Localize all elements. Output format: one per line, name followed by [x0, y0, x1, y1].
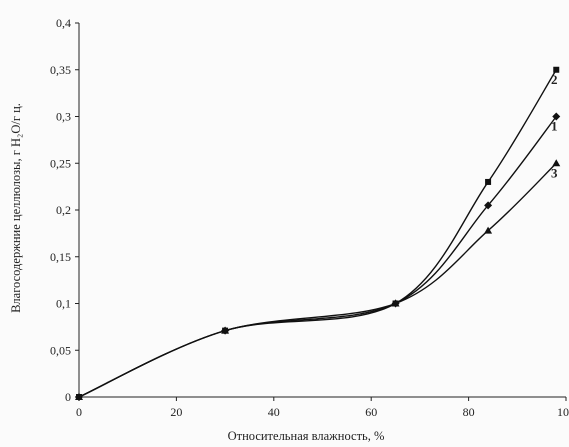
y-tick-label: 0,4 [56, 16, 71, 30]
y-tick-label: 0,15 [50, 250, 71, 264]
x-tick-label: 100 [557, 405, 569, 419]
series-3: 3 [75, 159, 561, 400]
y-tick-label: 0 [65, 390, 71, 404]
data-point-square [485, 178, 492, 185]
x-axis-title: Относительная влажность, % [228, 429, 385, 443]
x-tick-label: 0 [76, 405, 82, 419]
y-tick-label: 0,3 [56, 110, 71, 124]
x-tick-label: 40 [268, 405, 280, 419]
y-ticks: 0 0,05 0,1 0,15 0,2 0,25 0,3 0,35 0,4 [50, 16, 79, 404]
x-tick-label: 80 [463, 405, 475, 419]
data-point-diamond [552, 112, 561, 121]
series-label: 2 [551, 72, 558, 87]
x-ticks: 0 20 40 60 80 100 [76, 397, 569, 419]
series-layer: 2 1 3 [75, 66, 561, 401]
x-axis: 0 20 40 60 80 100 [76, 396, 569, 419]
data-point-triangle [391, 299, 400, 307]
x-tick-label: 20 [170, 405, 182, 419]
y-tick-label: 0,1 [56, 297, 71, 311]
data-point-triangle [221, 326, 230, 334]
series-1: 1 [75, 112, 561, 401]
y-tick-label: 0,05 [50, 343, 71, 357]
series-line [78, 162, 557, 398]
y-tick-label: 0,2 [56, 203, 71, 217]
y-tick-label: 0,25 [50, 156, 71, 170]
y-axis: 0 0,05 0,1 0,15 0,2 0,25 0,3 0,35 0,4 [50, 16, 80, 404]
series-label: 1 [551, 119, 558, 134]
data-point-square [553, 66, 560, 73]
series-line [78, 116, 557, 398]
data-point-diamond [484, 201, 493, 210]
data-point-triangle [552, 159, 561, 167]
y-tick-label: 0,35 [50, 63, 71, 77]
data-point-triangle [75, 393, 83, 400]
data-point-triangle [484, 226, 493, 234]
series-label: 3 [551, 165, 558, 180]
y-axis-title: Влагосодержние целлюлозы, г H₂O/г ц. [9, 103, 23, 313]
x-tick-label: 60 [365, 405, 377, 419]
